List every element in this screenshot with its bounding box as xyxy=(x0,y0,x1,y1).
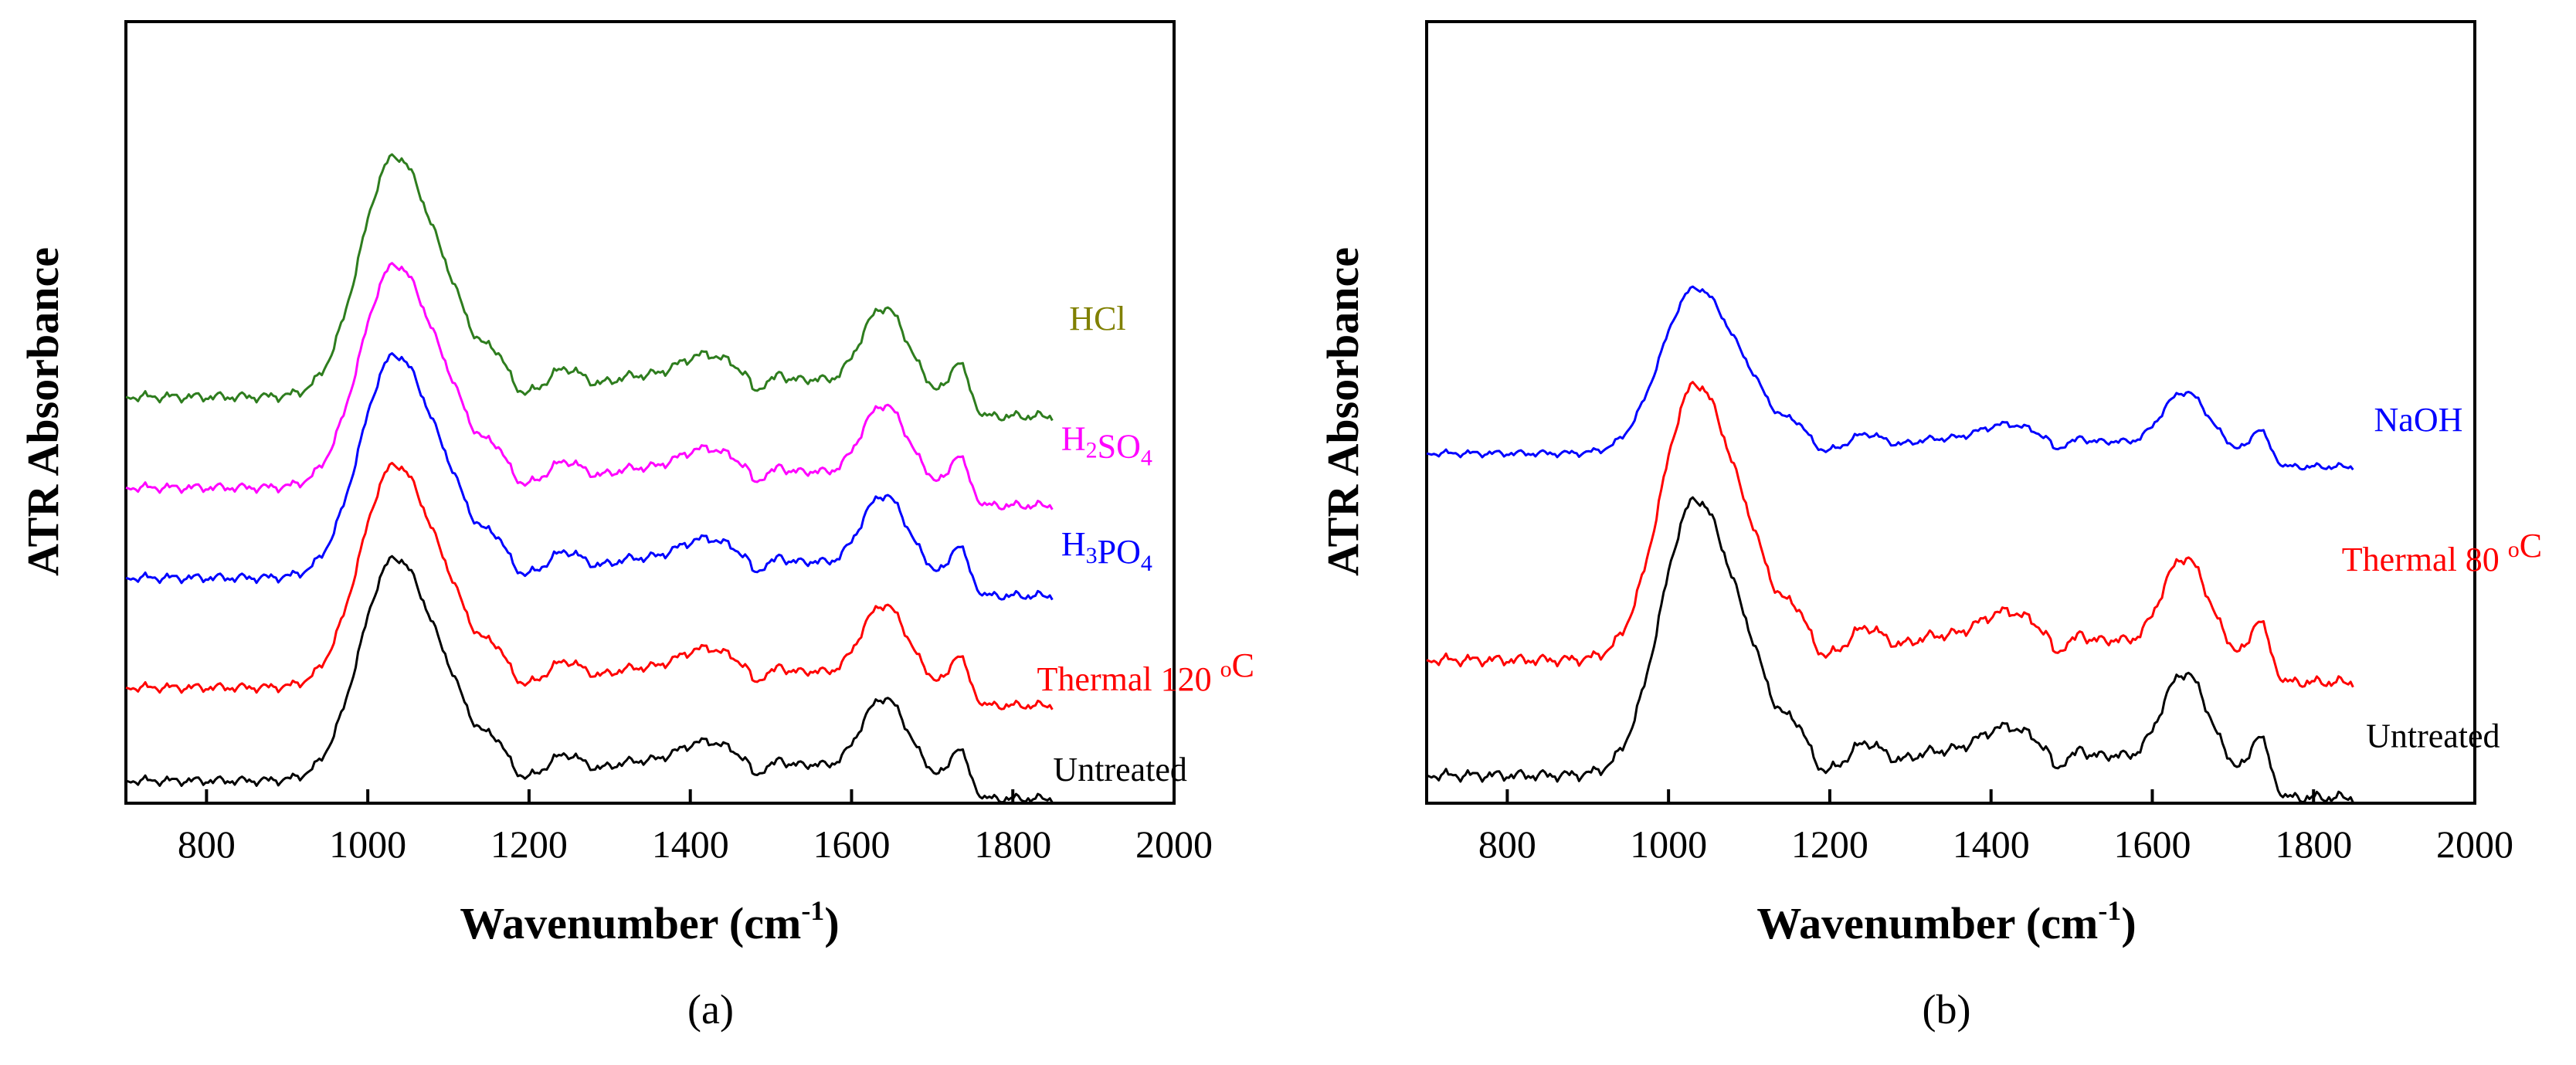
chart-panel-b: 800 1000 1200 1400 1600 1800 2000 Untreated The… xyxy=(1318,20,2542,1033)
x-tick-label-a-1000: 1000 xyxy=(329,822,406,866)
series-line-a-0 xyxy=(125,555,1054,804)
plot-frame-a xyxy=(124,20,1176,805)
series-label-b-1: Thermal 80 oC xyxy=(2342,527,2542,578)
x-tick-label-b-1200: 1200 xyxy=(1791,822,1868,866)
x-tick-label-b-800: 800 xyxy=(1478,822,1536,866)
series-line-b-0 xyxy=(1426,496,2354,804)
series-label-a-2: H3PO4 xyxy=(1061,525,1152,576)
y-axis-title-a: ATR Absorbance xyxy=(18,247,68,576)
y-axis-title-b: ATR Absorbance xyxy=(1318,247,1368,576)
x-tick-label-b-1400: 1400 xyxy=(1953,822,2030,866)
x-axis-title-b: Wavenumber (cm-1) xyxy=(1756,895,2136,948)
series-label-a-4: HCl xyxy=(1069,300,1125,337)
x-tick-label-b-1800: 1800 xyxy=(2275,822,2352,866)
series-line-b-1 xyxy=(1426,381,2354,688)
panel-caption-b: (b) xyxy=(1923,986,1971,1033)
series-label-a-0: Untreated xyxy=(1053,751,1186,789)
x-tick-label-b-1600: 1600 xyxy=(2113,822,2191,866)
series-line-b-2 xyxy=(1426,285,2354,471)
series-line-a-1 xyxy=(125,462,1054,711)
series-labels-a: Untreated Thermal 120 oC H3PO4 H2SO4 HCl xyxy=(1037,300,1254,789)
series-line-a-3 xyxy=(125,262,1054,510)
x-tick-label-a-1200: 1200 xyxy=(490,822,568,866)
chart-panel-a: 800 1000 1200 1400 1600 1800 2000 Untreated The… xyxy=(18,20,1254,1033)
series-line-a-2 xyxy=(125,352,1054,601)
x-tick-label-a-1400: 1400 xyxy=(652,822,729,866)
series-label-a-3: H2SO4 xyxy=(1061,420,1152,471)
series-lines-b xyxy=(1426,285,2354,804)
x-axis-title-a: Wavenumber (cm-1) xyxy=(460,895,839,948)
x-tick-label-a-1600: 1600 xyxy=(813,822,890,866)
x-tick-label-b-1000: 1000 xyxy=(1630,822,1707,866)
x-ticks-b: 800 1000 1200 1400 1600 1800 2000 xyxy=(1478,789,2513,866)
series-label-b-0: Untreated xyxy=(2366,717,2500,755)
x-tick-label-b-2000: 2000 xyxy=(2436,822,2513,866)
x-ticks-a: 800 1000 1200 1400 1600 1800 2000 xyxy=(178,789,1213,866)
plot-frame-b xyxy=(1425,20,2476,805)
series-labels-b: Untreated Thermal 80 oC NaOH xyxy=(2342,401,2542,755)
series-label-a-1: Thermal 120 oC xyxy=(1037,646,1254,698)
series-line-a-4 xyxy=(125,153,1054,422)
x-tick-label-a-800: 800 xyxy=(178,822,236,866)
series-label-b-2: NaOH xyxy=(2374,401,2463,439)
x-tick-label-a-1800: 1800 xyxy=(974,822,1051,866)
panel-caption-a: (a) xyxy=(687,986,734,1033)
x-tick-label-a-2000: 2000 xyxy=(1135,822,1213,866)
series-lines-a xyxy=(125,153,1054,804)
